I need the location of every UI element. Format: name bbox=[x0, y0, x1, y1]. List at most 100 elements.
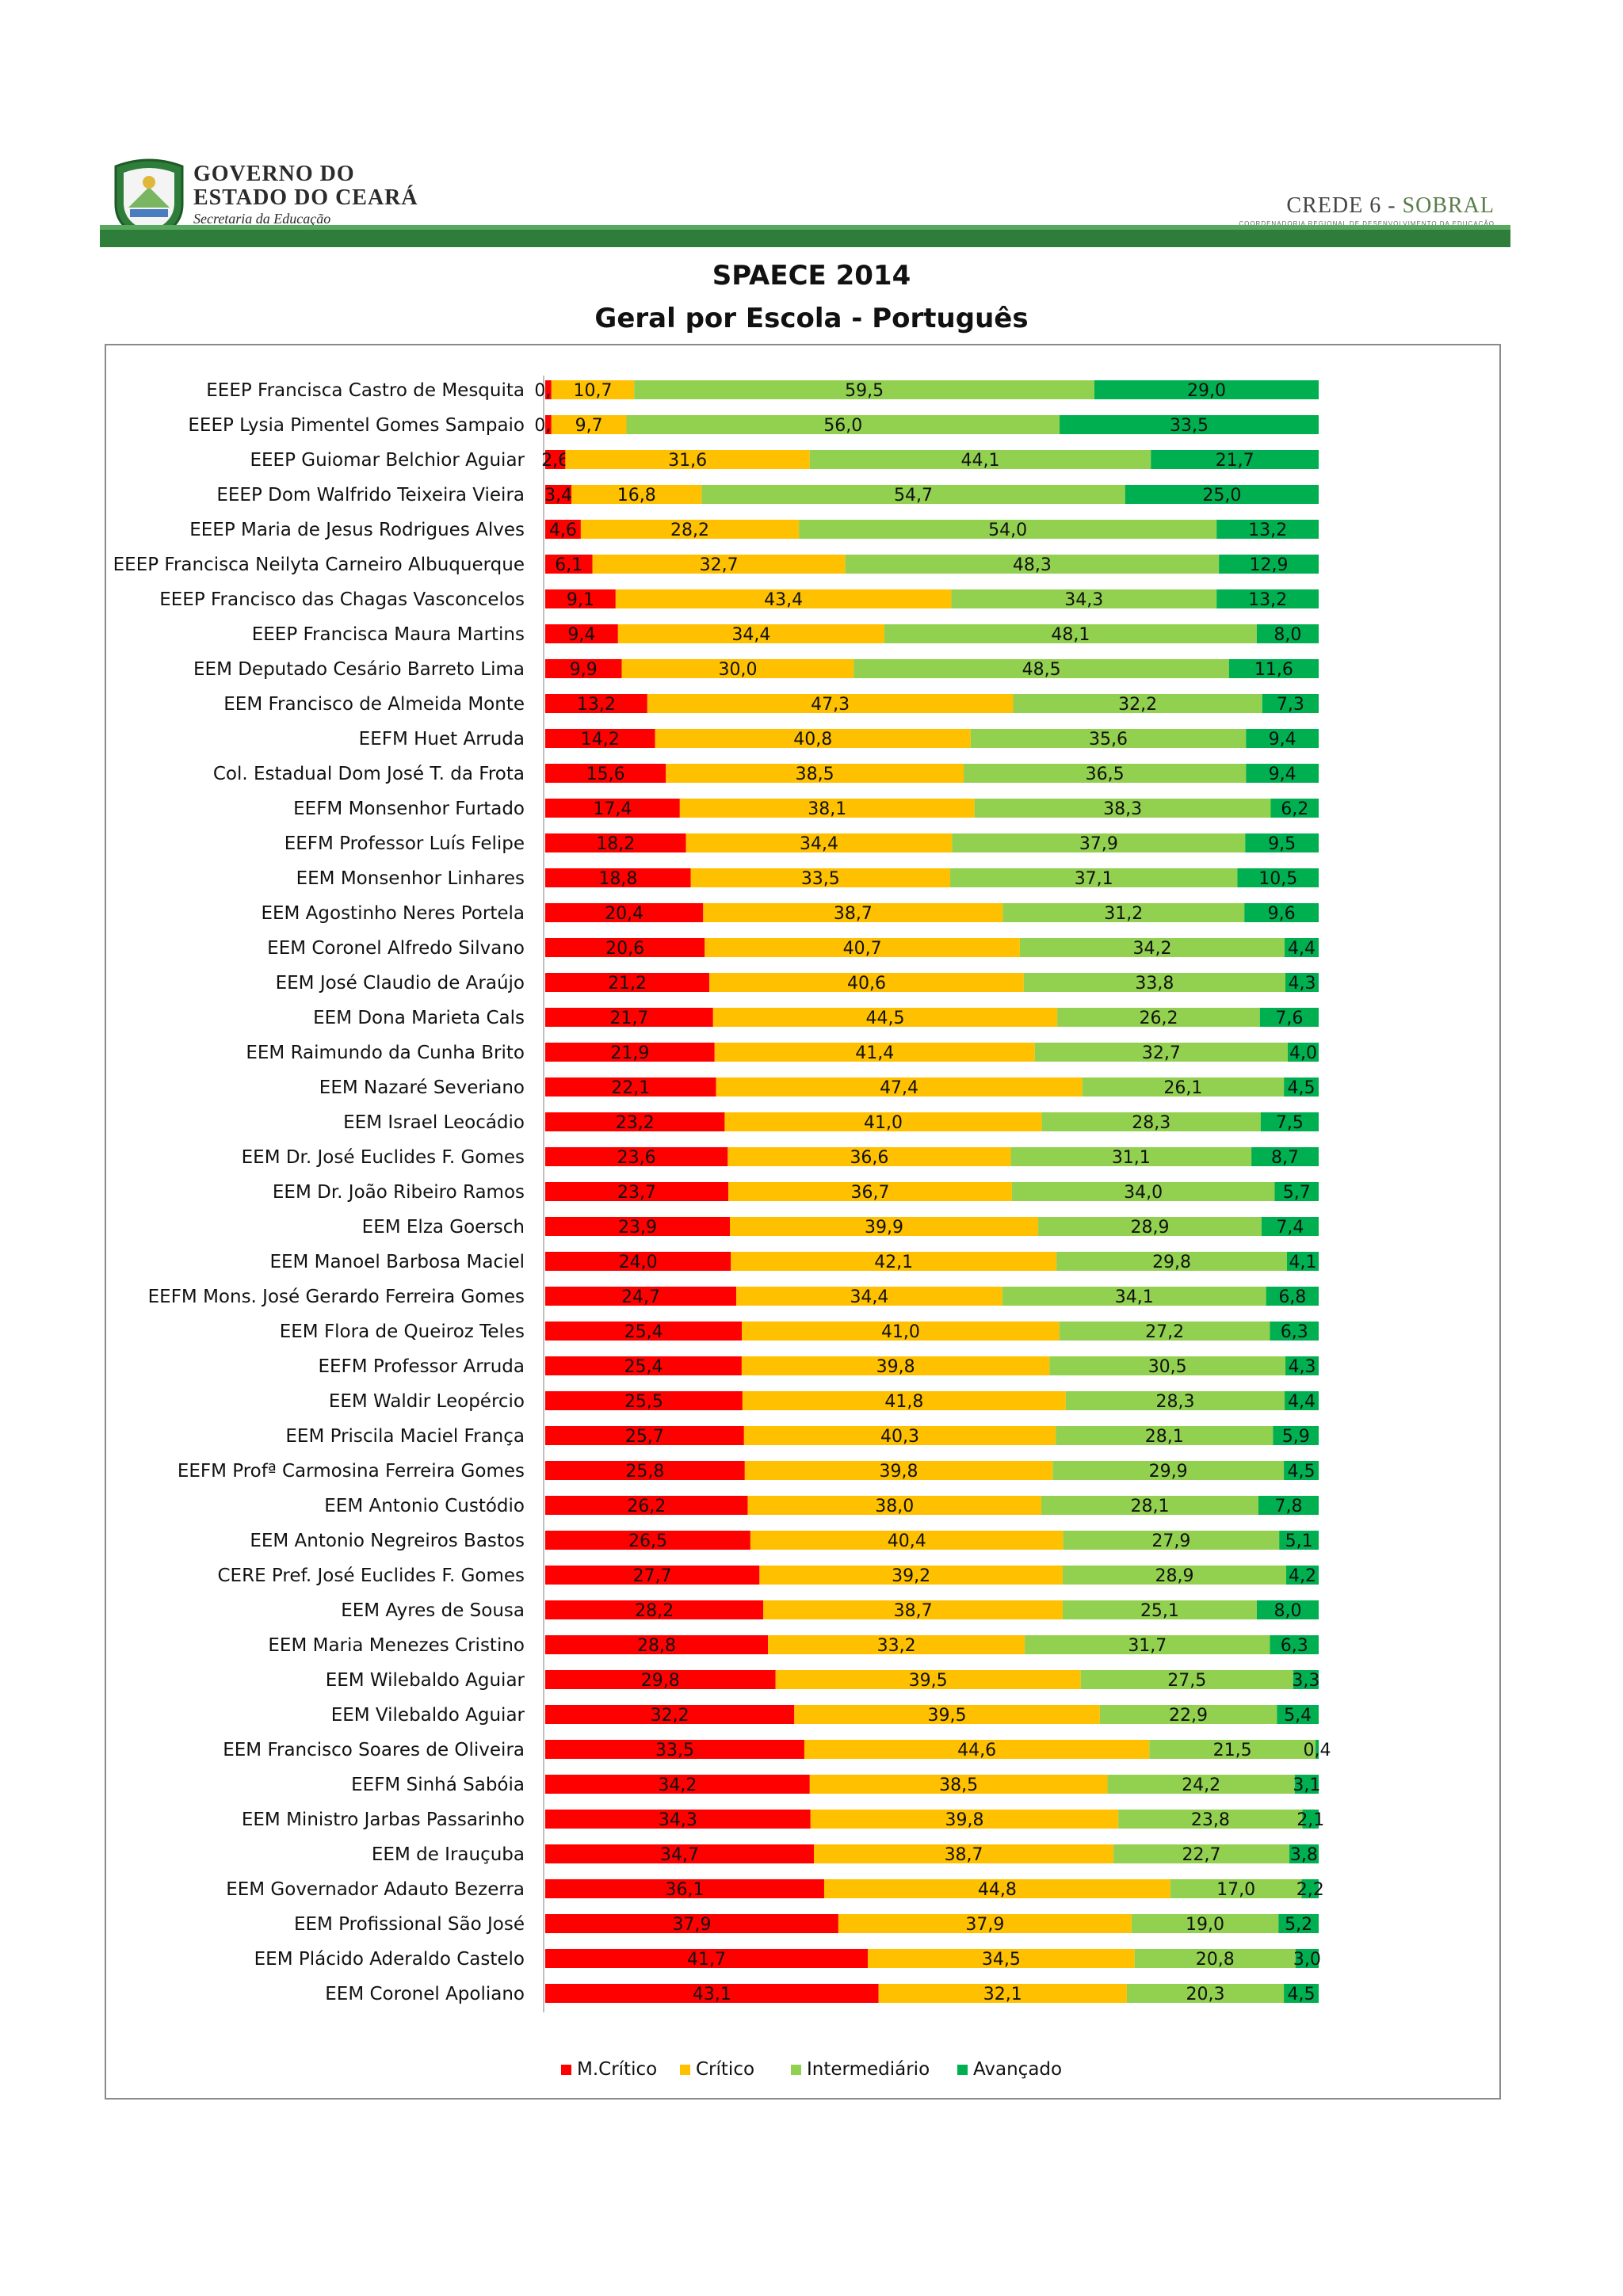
bar-segment bbox=[1294, 1775, 1319, 1794]
bar-segment bbox=[545, 938, 705, 957]
data-label: 27,9 bbox=[1151, 1531, 1190, 1551]
bar-segment bbox=[809, 1775, 1108, 1794]
data-label: 2,2 bbox=[1296, 1880, 1324, 1900]
category-label: EEEP Lysia Pimentel Gomes Sampaio bbox=[188, 415, 525, 436]
data-label: 20,4 bbox=[605, 904, 643, 924]
data-label: 29,0 bbox=[1187, 381, 1226, 401]
data-label: 28,2 bbox=[670, 521, 709, 540]
data-label: 9,7 bbox=[575, 416, 603, 436]
category-label: EEEP Maria de Jesus Rodrigues Alves bbox=[189, 520, 525, 540]
data-label: 4,6 bbox=[549, 521, 577, 540]
data-label: 20,3 bbox=[1186, 1985, 1225, 2004]
data-label: 21,2 bbox=[608, 974, 647, 994]
bar-segment bbox=[703, 903, 1003, 922]
legend-swatch bbox=[680, 2065, 690, 2075]
data-label: 26,1 bbox=[1163, 1078, 1202, 1098]
bar-segment bbox=[768, 1635, 1025, 1654]
data-label: 6,3 bbox=[1281, 1322, 1308, 1342]
bar-segment bbox=[1151, 450, 1319, 469]
data-label: 30,0 bbox=[719, 660, 758, 680]
data-label: 26,2 bbox=[1139, 1009, 1178, 1028]
data-label: 54,7 bbox=[894, 486, 933, 505]
bar-segment bbox=[1025, 1635, 1270, 1654]
bar-segment bbox=[592, 555, 846, 574]
bar-segment bbox=[545, 520, 581, 539]
bar-segment bbox=[750, 1531, 1064, 1550]
bar-segment bbox=[545, 1914, 838, 1933]
category-label: EEM de Irauçuba bbox=[372, 1844, 525, 1865]
bar-segment bbox=[1062, 1600, 1257, 1619]
bar-segment bbox=[545, 1252, 731, 1271]
data-label: 4,5 bbox=[1288, 1462, 1316, 1482]
category-label: EEM Francisco Soares de Oliveira bbox=[223, 1740, 525, 1760]
data-label: 25,8 bbox=[625, 1462, 664, 1482]
data-label: 24,2 bbox=[1182, 1775, 1220, 1795]
data-label: 7,3 bbox=[1277, 695, 1304, 715]
bar-segment bbox=[690, 868, 950, 887]
data-label: 39,8 bbox=[876, 1357, 915, 1377]
data-label: 32,7 bbox=[1142, 1043, 1181, 1063]
legend-label: Avançado bbox=[973, 2059, 1062, 2080]
data-label: 18,8 bbox=[598, 869, 637, 889]
category-label: EEM Nazaré Severiano bbox=[319, 1077, 525, 1098]
data-label: 21,9 bbox=[610, 1043, 649, 1063]
bar-segment bbox=[545, 1287, 737, 1306]
data-label: 25,5 bbox=[624, 1392, 663, 1412]
bar-segment bbox=[712, 1008, 1058, 1027]
category-label: EEEP Guiomar Belchior Aguiar bbox=[250, 450, 525, 471]
bar-segment bbox=[1063, 1531, 1280, 1550]
bar-segment bbox=[1285, 1356, 1319, 1375]
data-label: 32,2 bbox=[651, 1706, 689, 1726]
data-label: 44,8 bbox=[978, 1880, 1017, 1900]
category-label: EEM Waldir Leopércio bbox=[329, 1391, 525, 1412]
bar-segment bbox=[545, 1531, 750, 1550]
bar-segment bbox=[1262, 694, 1319, 713]
bar-segment bbox=[655, 729, 971, 748]
bar-segment bbox=[1041, 1496, 1258, 1515]
data-label: 13,2 bbox=[1248, 521, 1287, 540]
data-label: 41,7 bbox=[687, 1950, 726, 1970]
data-label: 26,2 bbox=[627, 1497, 666, 1516]
stacked-bar-chart: EEEP Francisca Castro de Mesquita 0,8 10,7… bbox=[113, 376, 1331, 2080]
data-label: 13,2 bbox=[577, 695, 616, 715]
category-label: EEEP Francisca Neilyta Carneiro Albuquer… bbox=[113, 555, 525, 575]
category-label: Col. Estadual Dom José T. da Frota bbox=[213, 764, 525, 784]
bar-segment bbox=[1034, 1043, 1288, 1062]
data-label: 38,7 bbox=[834, 904, 873, 924]
data-label: 20,8 bbox=[1196, 1950, 1235, 1970]
bar-segment bbox=[709, 973, 1024, 992]
data-label: 41,8 bbox=[884, 1392, 923, 1412]
bar-segment bbox=[1266, 1287, 1319, 1306]
data-label: 10,5 bbox=[1258, 869, 1297, 889]
legend-label: Crítico bbox=[696, 2059, 754, 2080]
bar-segment bbox=[854, 659, 1229, 678]
data-label: 0,4 bbox=[1304, 1741, 1331, 1760]
data-label: 36,7 bbox=[851, 1183, 890, 1203]
data-label: 38,3 bbox=[1103, 799, 1142, 819]
bar-segment bbox=[545, 1461, 745, 1480]
category-label: EEM Dr. José Euclides F. Gomes bbox=[242, 1147, 525, 1168]
data-label: 23,9 bbox=[618, 1218, 657, 1238]
data-label: 7,4 bbox=[1276, 1218, 1304, 1238]
bar-segment bbox=[1038, 1217, 1262, 1236]
bar-segment bbox=[1216, 520, 1319, 539]
bar-segment bbox=[1270, 1635, 1319, 1654]
bar-segment bbox=[1056, 1252, 1287, 1271]
chart-title: SPAECE 2014 bbox=[712, 260, 911, 292]
bar-segment bbox=[545, 1635, 769, 1654]
data-label: 10,7 bbox=[574, 381, 613, 401]
data-label: 34,4 bbox=[850, 1287, 888, 1307]
data-label: 41,0 bbox=[881, 1322, 920, 1342]
bar-segment bbox=[634, 380, 1094, 399]
bar-segment bbox=[545, 694, 647, 713]
data-label: 9,1 bbox=[567, 590, 594, 610]
data-label: 33,5 bbox=[655, 1741, 694, 1760]
category-label: EEM Dr. João Ribeiro Ramos bbox=[273, 1182, 525, 1203]
data-label: 48,5 bbox=[1022, 660, 1061, 680]
data-label: 48,3 bbox=[1013, 555, 1052, 575]
category-label: CERE Pref. José Euclides F. Gomes bbox=[218, 1566, 525, 1586]
data-label: 29,9 bbox=[1149, 1462, 1188, 1482]
bar-segment bbox=[1057, 1008, 1260, 1027]
bar-segment bbox=[1107, 1775, 1295, 1794]
bar-segment bbox=[727, 1147, 1011, 1166]
